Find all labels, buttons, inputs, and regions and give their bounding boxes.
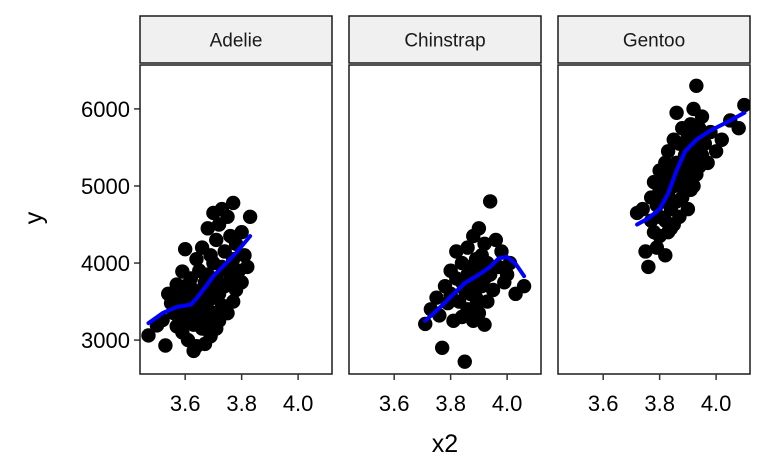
data-point [172, 282, 187, 298]
data-point [477, 317, 492, 332]
data-point [434, 340, 450, 356]
data-point [189, 251, 204, 267]
data-point [638, 244, 653, 259]
facet-strip [348, 15, 542, 64]
data-point [641, 259, 656, 275]
data-point [480, 294, 495, 309]
smooth-trend-line [423, 254, 527, 323]
data-point [477, 236, 492, 251]
data-point [200, 221, 215, 236]
data-point [217, 302, 232, 317]
data-point [225, 251, 241, 267]
y-axis: 3000 4000 5000 6000 [81, 97, 140, 353]
data-point [485, 282, 501, 298]
smooth-trend-line [635, 110, 747, 227]
panel-marks [141, 195, 258, 359]
data-point [194, 305, 210, 321]
data-point [488, 232, 504, 248]
facet-strip [139, 15, 333, 64]
facet-strip [557, 15, 751, 64]
x-tick-label: 4.0 [492, 391, 523, 416]
data-point [158, 338, 173, 353]
data-point [209, 232, 224, 248]
data-point [499, 267, 515, 282]
data-point [697, 136, 713, 151]
facet-panel-adelie: Adelie 3.6 3.8 4.0 [139, 15, 333, 416]
data-point [471, 221, 487, 236]
data-point [689, 78, 704, 94]
data-point [663, 221, 679, 236]
y-axis-title: y [20, 211, 48, 224]
data-point [220, 209, 235, 225]
y-tick-label: 3000 [81, 328, 130, 353]
data-point [658, 248, 673, 263]
data-point [635, 201, 650, 217]
data-point [449, 244, 464, 259]
data-point [494, 244, 509, 259]
data-point [183, 286, 199, 302]
data-point [177, 241, 193, 257]
data-point [240, 259, 255, 275]
x-tick-label: 3.8 [644, 391, 675, 416]
facet-strip-label: Chinstrap [404, 31, 485, 52]
data-point [234, 225, 249, 240]
data-point [694, 109, 710, 124]
data-point [234, 275, 249, 290]
data-point [658, 155, 673, 171]
data-point [731, 120, 746, 136]
y-tick-label: 6000 [81, 97, 130, 122]
facet-panel-gentoo: Gentoo 3.6 3.8 4.0 [557, 15, 751, 416]
data-point [457, 354, 472, 369]
data-point [737, 97, 750, 113]
plot-panel-border [139, 64, 333, 375]
plot-panel-border [348, 64, 542, 375]
data-point [691, 120, 707, 136]
data-point [660, 144, 676, 159]
data-point [237, 248, 252, 263]
data-point [225, 195, 241, 211]
facet-panels: Adelie 3.6 3.8 4.0 Chinstrap 3.6 3.8 4.0 Gentoo 3… [139, 15, 751, 416]
x-axis-title: x2 [432, 430, 458, 458]
data-point [454, 275, 470, 290]
data-point [482, 194, 498, 209]
x-tick-label: 4.0 [283, 391, 314, 416]
data-point [141, 328, 156, 343]
panel-marks [418, 194, 532, 369]
data-point [680, 201, 696, 217]
data-point [669, 105, 684, 120]
x-tick-label: 3.8 [226, 391, 257, 416]
data-point [683, 182, 698, 198]
y-tick-label: 5000 [81, 174, 130, 199]
data-point [209, 290, 224, 305]
data-point [516, 278, 532, 294]
facet-panel-chinstrap: Chinstrap 3.6 3.8 4.0 [348, 15, 542, 416]
data-point [418, 316, 433, 332]
facet-strip-label: Gentoo [623, 31, 685, 52]
x-tick-label: 3.6 [588, 391, 619, 416]
data-point [242, 209, 258, 225]
x-tick-label: 3.6 [170, 391, 201, 416]
data-point [652, 182, 667, 198]
smooth-trend-line [146, 234, 253, 326]
data-point [460, 240, 475, 255]
x-tick-label: 3.6 [379, 391, 410, 416]
data-point [502, 255, 518, 271]
data-point [714, 132, 729, 147]
facet-strip-label: Adelie [210, 31, 263, 52]
data-point [177, 309, 193, 325]
data-point [708, 144, 724, 159]
data-point [677, 140, 693, 155]
x-tick-label: 4.0 [701, 391, 732, 416]
data-point [468, 298, 484, 313]
data-point [429, 290, 444, 305]
x-tick-label: 3.8 [435, 391, 466, 416]
panel-marks [629, 78, 750, 275]
y-tick-label: 4000 [81, 251, 130, 276]
data-point [700, 155, 715, 171]
